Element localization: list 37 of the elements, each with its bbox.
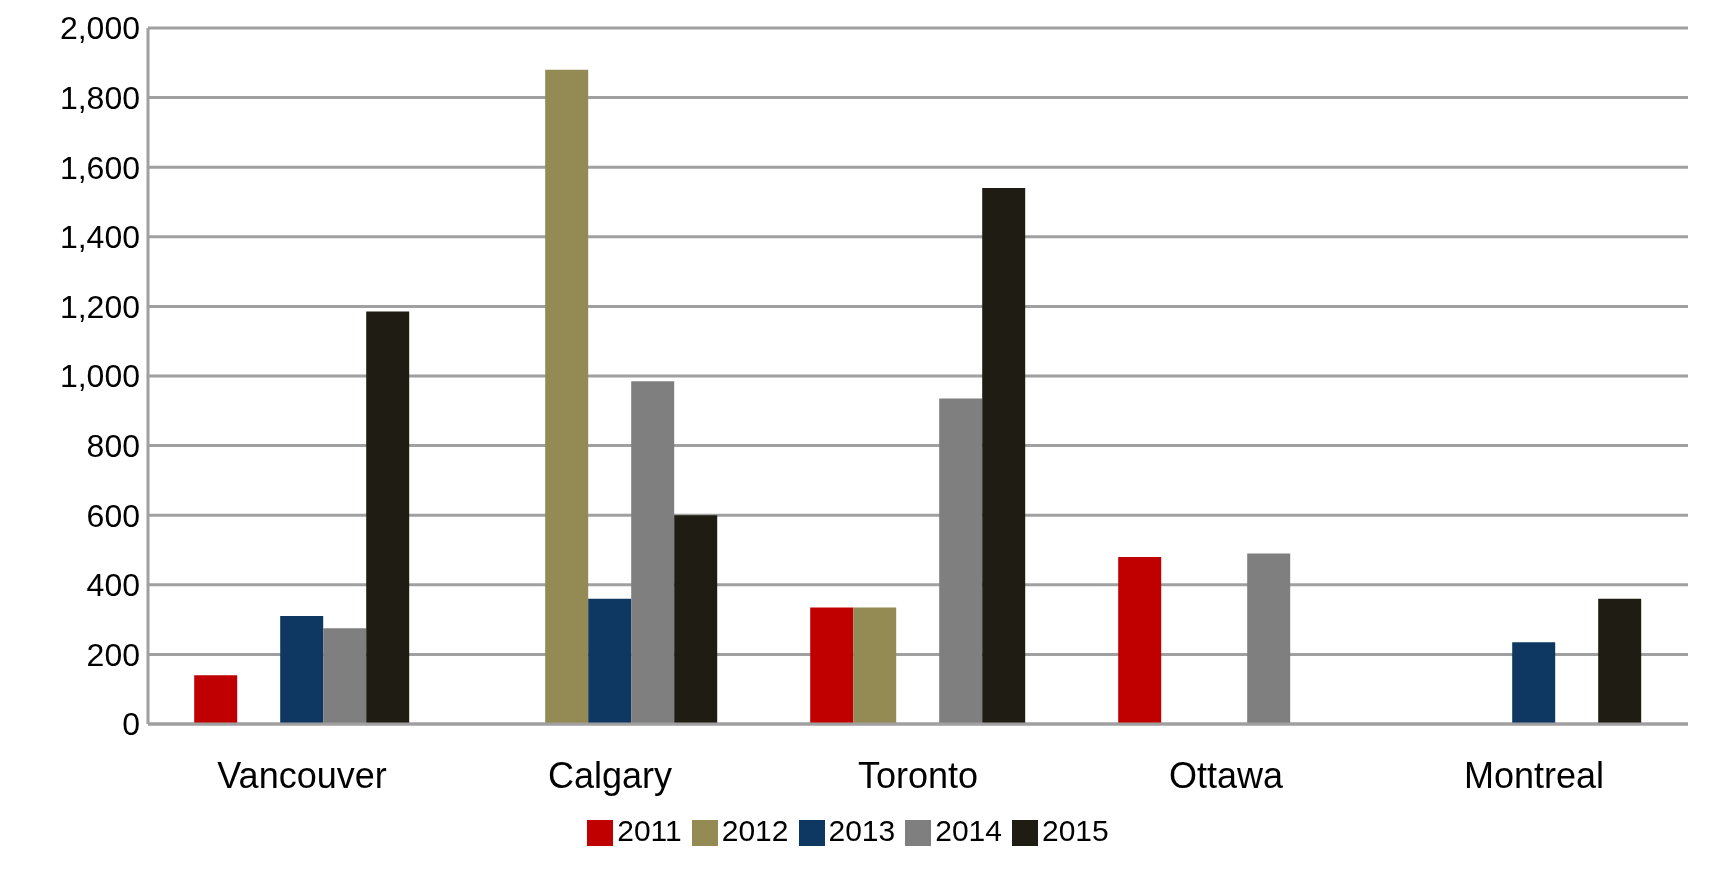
- bar: [280, 616, 324, 724]
- legend-label: 2013: [828, 814, 896, 847]
- legend-label: 2014: [935, 814, 1002, 847]
- y-tick-label: 200: [86, 636, 140, 673]
- legend-label: 2012: [721, 814, 789, 847]
- legend-label: 2011: [617, 814, 682, 847]
- y-tick-label: 800: [86, 427, 140, 464]
- y-tick-label: 2,000: [59, 10, 140, 47]
- bar: [194, 675, 238, 724]
- y-tick-label: 0: [122, 706, 140, 743]
- bar: [1247, 553, 1291, 724]
- y-tick-label: 400: [86, 567, 140, 604]
- y-tick-label: 1,200: [59, 288, 140, 325]
- x-tick-label: Vancouver: [217, 754, 387, 796]
- y-tick-label: 600: [86, 497, 140, 534]
- bar: [982, 188, 1026, 724]
- bar: [674, 515, 718, 724]
- bar: [1512, 642, 1556, 724]
- bar: [810, 607, 854, 724]
- y-tick-label: 1,400: [59, 219, 140, 256]
- bar: [323, 628, 367, 724]
- x-tick-label: Calgary: [547, 754, 673, 796]
- bar: [545, 69, 589, 724]
- bar: [631, 381, 675, 724]
- x-tick-label: Ottawa: [1168, 754, 1284, 796]
- x-tick-label: Toronto: [857, 754, 979, 796]
- bar: [939, 398, 983, 724]
- bar: [1598, 598, 1642, 724]
- x-tick-label: Montreal: [1463, 754, 1605, 796]
- y-tick-label: 1,600: [59, 149, 140, 186]
- bar: [853, 607, 897, 724]
- bar: [366, 311, 410, 724]
- legend-label: 2015: [1042, 814, 1109, 847]
- bar: [588, 598, 632, 724]
- y-tick-label: 1,000: [59, 358, 140, 395]
- y-tick-label: 1,800: [59, 79, 140, 116]
- bar: [1118, 556, 1162, 724]
